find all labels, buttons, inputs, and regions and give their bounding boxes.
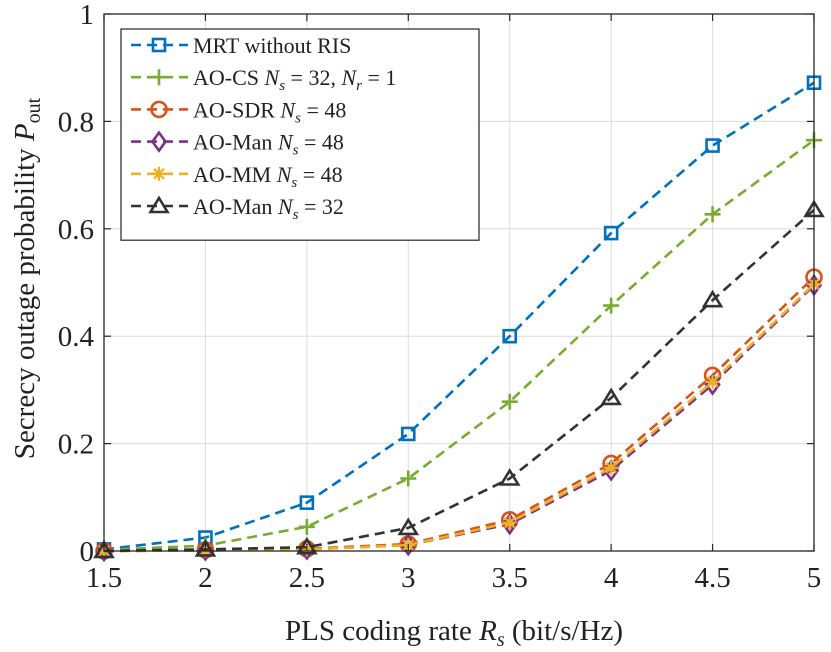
series-0-point-3 [400, 426, 416, 442]
series-5-point-3 [397, 517, 420, 536]
legend-marker-0 [151, 37, 167, 53]
x-axis-label: PLS coding rate Rs (bit/s/Hz) [285, 615, 623, 651]
legend-marker-2 [150, 100, 168, 119]
y-axis-label-text: Secrecy outage probability [9, 141, 41, 459]
series-3-point-4 [501, 512, 518, 536]
series-line-1 [103, 139, 815, 552]
legend-label-4: AO-MM Ns = 48 [193, 162, 343, 191]
series-5-point-5 [600, 387, 622, 406]
legend-label-symbol: N [340, 65, 357, 90]
series-0-point-5 [603, 225, 619, 241]
series-1-point-6 [704, 206, 721, 223]
y-axis-label: Secrecy outage probability Pout [9, 97, 45, 459]
x-axis-label-unit: (bit/s/Hz) [505, 615, 623, 647]
series-4-point-5 [604, 460, 619, 475]
series-0-point-2 [299, 495, 315, 510]
series-0-point-4 [502, 328, 518, 344]
y-tick-label: 0.8 [58, 106, 94, 138]
x-tick-label: 2.5 [289, 562, 325, 594]
y-axis-label-symbol: P [9, 123, 41, 142]
legend-label-text: = 32, [285, 65, 341, 90]
series-5 [93, 199, 825, 559]
legend-entry-3: AO-Man Ns = 48 [131, 130, 344, 159]
y-tick-label: 0 [80, 536, 95, 568]
series-5-point-0 [93, 540, 115, 559]
legend-label-text: AO-Man [193, 130, 278, 155]
plot-series [93, 75, 825, 563]
x-tick-label: 4 [604, 562, 619, 594]
legend-label-text: = 48 [301, 97, 346, 122]
series-5-point-2 [296, 536, 318, 555]
series-5-point-4 [498, 468, 521, 486]
legend-label-subscript: s [293, 207, 299, 223]
legend-marker-5 [148, 195, 170, 214]
plot-frame [103, 13, 815, 552]
x-tick-label: 3 [401, 562, 416, 594]
series-line-5 [103, 209, 815, 553]
x-axis-label-symbol: R [478, 615, 497, 647]
legend-label-subscript: s [295, 110, 301, 126]
x-tick-label: 4.5 [694, 562, 730, 594]
legend-label-text: AO-CS [193, 65, 265, 90]
axes: 1.5 2 2.5 3 3.5 4 4.5 5 0 0.2 0.4 0.6 0.8 1 PLS coding… [9, 0, 821, 651]
x-tick-label: 1.5 [86, 562, 122, 594]
series-1-point-2 [298, 518, 315, 535]
legend-label-symbol: N [264, 65, 281, 90]
legend-label-symbol: N [276, 162, 293, 187]
legend-label-subscript: r [356, 78, 362, 94]
legend-label-text: = 1 [362, 65, 396, 90]
series-4-point-6 [705, 374, 720, 389]
series-5-point-1 [194, 538, 217, 557]
legend-marker-1 [151, 69, 167, 86]
series-line-0 [103, 81, 815, 551]
y-tick-label: 0.4 [58, 321, 95, 353]
x-tick-label: 2 [198, 562, 213, 594]
legend-label-text: AO-SDR [193, 97, 280, 122]
legend-entry-5: AO-Man Ns = 32 [131, 194, 344, 223]
legend-marker-4 [152, 166, 166, 181]
legend: MRT without RIS AO-CS Ns = 32, Nr = 1 AO-S… [120, 28, 480, 241]
legend-label-text: = 48 [298, 130, 343, 155]
y-axis-label-subscript: out [23, 97, 45, 123]
legend-label-symbol: N [277, 130, 294, 155]
legend-entry-0: MRT without RIS [131, 33, 351, 58]
legend-label-1: AO-CS Ns = 32, Nr = 1 [193, 65, 396, 94]
x-axis-label-text: PLS coding rate [285, 615, 479, 647]
legend-label-text: = 32 [298, 194, 343, 219]
legend-marker-3 [150, 130, 168, 153]
legend-label-text: AO-Man [193, 194, 278, 219]
legend-entry-1: AO-CS Ns = 32, Nr = 1 [131, 65, 396, 94]
x-axis-label-subscript: s [497, 629, 505, 651]
legend-label-text: = 48 [297, 162, 342, 187]
legend-label-text: MRT without RIS [193, 33, 351, 58]
legend-label-symbol: N [279, 97, 296, 122]
y-tick-label: 1 [80, 0, 95, 31]
x-tick-label: 3.5 [492, 562, 528, 594]
series-0-point-6 [705, 138, 720, 153]
series-1-point-5 [603, 297, 620, 314]
legend-label-3: AO-Man Ns = 48 [193, 130, 344, 159]
legend-label-subscript: s [291, 175, 297, 191]
legend-entry-4: AO-MM Ns = 48 [131, 162, 343, 191]
legend-label-5: AO-Man Ns = 32 [193, 194, 344, 223]
legend-label-symbol: N [277, 194, 294, 219]
series-4-point-4 [502, 515, 517, 530]
legend-label-0: MRT without RIS [193, 33, 351, 58]
legend-entry-2: AO-SDR Ns = 48 [131, 97, 346, 126]
y-tick-label: 0.6 [58, 214, 94, 246]
legend-label-text: AO-MM [193, 162, 277, 187]
legend-label-subscript: s [279, 78, 285, 94]
series-1-point-4 [501, 393, 518, 410]
series-1-point-3 [400, 470, 417, 487]
legend-label-subscript: s [293, 143, 299, 159]
legend-label-2: AO-SDR Ns = 48 [193, 97, 346, 126]
x-tick-label: 5 [807, 562, 822, 594]
y-tick-label: 0.2 [58, 429, 94, 461]
series-5-point-6 [701, 289, 724, 308]
